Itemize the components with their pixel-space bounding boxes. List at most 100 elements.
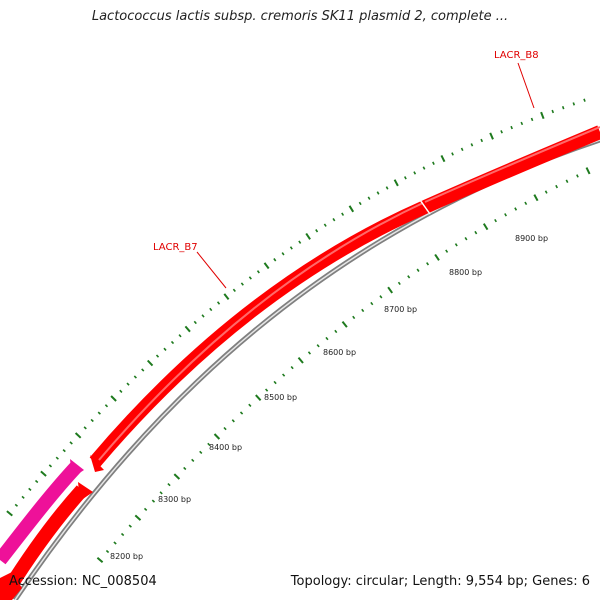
scale-tick-minor [163,347,167,351]
gene-label-lacr-b8[interactable]: LACR_B8 [494,50,539,61]
gene-red-lower-tip [78,482,93,501]
scale-tick-minor [223,426,227,431]
scale-tick-minor [315,229,319,233]
scale-tick-minor [576,174,579,178]
scale-tick-minor [120,532,125,537]
inner-tick-ring [96,167,591,564]
scale-tick-minor [385,186,389,190]
scale-tick-minor [170,340,175,345]
scale-tick-major [434,253,440,261]
scale-tick-label: 8700 bp [384,305,417,314]
scale-tick-major [110,395,117,402]
scale-tick-minor [445,249,449,253]
scale-tick-minor [551,109,555,114]
scale-tick-minor [240,282,244,286]
scale-tick-minor [316,344,320,348]
scale-tick-minor [352,315,356,320]
scale-tick-major [173,473,181,480]
scale-tick-major [489,132,494,140]
scale-tick-minor [55,456,59,460]
gene-lacr-b8-highlight [424,126,600,203]
scale-tick-minor [141,368,145,372]
gene-lacr-b8[interactable] [422,125,600,214]
scale-tick-minor [273,258,277,262]
scale-tick-major [440,154,446,163]
scale-tick-major [6,510,13,517]
gene-pink-tip [70,459,84,478]
scale-tick-minor [104,404,109,408]
scale-tick-minor [105,549,110,554]
scale-tick-minor [193,320,197,325]
scale-tick-major [74,432,82,439]
scale-tick-label: 8400 bp [209,443,242,452]
scale-tick-minor [281,252,285,256]
scale-tick-major [387,286,394,294]
gene-red-corner[interactable] [0,572,22,600]
scale-tick-minor [432,161,435,165]
scale-tick-minor [422,166,426,170]
scale-tick-minor [231,419,235,423]
scale-tick-minor [128,524,132,528]
scale-tick-minor [282,373,286,377]
scale-tick-minor [133,375,137,379]
scale-tick-label: 8500 bp [264,393,297,402]
scale-tick-major [393,179,399,187]
scale-tick-major [40,470,47,477]
scale-tick-minor [216,301,221,305]
scale-tick-minor [199,450,203,454]
scale-tick-minor [367,196,371,200]
scale-tick-minor [34,479,39,484]
scale-tick-major [533,194,539,202]
scale-tick-minor [407,275,411,279]
scale-tick-labels: 8200 bp 8300 bp 8400 bp 8500 bp 8600 bp 8700 … [110,234,548,561]
scale-tick-major [540,111,545,120]
scale-tick-minor [155,354,160,358]
scale-tick-minor [583,98,586,102]
scale-tick-minor [191,458,195,462]
scale-tick-minor [232,288,236,292]
gene-label-lacr-b7[interactable]: LACR_B7 [153,242,198,253]
scale-tick-minor [416,268,420,272]
backbone-outer [12,137,600,600]
scale-tick-major [341,320,348,328]
map-title: Lactococcus lactis subsp. cremoris SK11 … [91,9,509,24]
scale-tick-minor [201,314,205,318]
scale-tick-minor [83,426,87,430]
scale-tick-major [263,262,270,270]
scale-tick-minor [143,507,148,511]
outer-tick-ring [6,98,586,517]
scale-tick-minor [520,121,524,126]
scale-tick-minor [14,503,19,507]
scale-tick-minor [530,117,534,122]
scale-tick-minor [334,329,338,334]
scale-tick-minor [358,201,362,206]
scale-tick-minor [323,223,327,227]
backbone-inner [14,139,600,600]
scale-tick-minor [454,243,458,247]
gene-lacr-b7-highlight [98,201,426,461]
scale-tick-major [585,167,591,175]
scale-tick-minor [239,411,244,415]
scale-tick-minor [379,295,383,299]
accession-text: Accession: NC_008504 [9,574,157,589]
scale-tick-minor [361,308,365,313]
gene-pink[interactable] [0,462,82,565]
scale-tick-minor [248,276,252,280]
scale-tick-minor [370,301,374,306]
scale-tick-minor [332,217,336,222]
leader-lacr-b8 [517,62,535,109]
scale-tick-minor [178,334,182,338]
scale-tick-minor [572,102,576,106]
scale-tick-minor [341,212,345,216]
scale-tick-major [297,356,304,364]
scale-tick-minor [565,179,569,183]
scale-tick-label: 8200 bp [110,552,143,561]
scale-tick-minor [248,403,252,407]
scale-tick-minor [167,483,171,487]
scale-tick-label: 8900 bp [515,234,548,243]
scale-tick-minor [460,147,464,152]
scale-tick-minor [126,382,130,386]
scale-tick-minor [90,418,94,423]
